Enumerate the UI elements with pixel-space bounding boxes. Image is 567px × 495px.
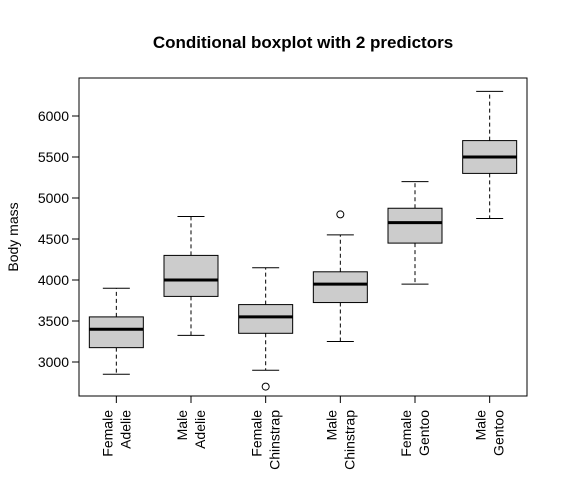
x-axis: Female Adelie Male Adelie Female Chinstrap Mal…: [99, 395, 507, 470]
x-tick-label-line: Male: [174, 410, 190, 441]
x-tick-label: Female Chinstrap: [249, 410, 283, 470]
iqr-box: [387, 207, 443, 244]
chart-title: Conditional boxplot with 2 predictors: [153, 33, 453, 52]
x-tick-label-line: Gentoo: [416, 410, 432, 456]
x-tick-label-line: Adelie: [117, 410, 133, 449]
box-group: [462, 90, 518, 219]
y-axis: 3000 3500 4000 4500 5000 5500 6000: [38, 108, 80, 370]
y-tick-label: 5000: [38, 190, 69, 206]
y-tick-label: 4500: [38, 231, 69, 247]
y-tick-label: 3500: [38, 313, 69, 329]
x-tick-label-line: Male: [473, 410, 489, 441]
x-tick-label-line: Chinstrap: [341, 410, 357, 470]
plot-frame: [78, 77, 528, 397]
x-tick-label-line: Gentoo: [491, 410, 507, 456]
boxes: [88, 90, 518, 391]
outlier-point: [336, 210, 345, 219]
iqr-box: [163, 254, 219, 297]
iqr-box: [88, 316, 144, 349]
x-tick-label: Female Adelie: [99, 410, 133, 457]
x-tick-label-line: Female: [398, 410, 414, 457]
y-axis-label: Body mass: [5, 202, 21, 271]
x-tick-label-line: Chinstrap: [267, 410, 283, 470]
y-tick-label: 4000: [38, 272, 69, 288]
x-tick-label-line: Female: [249, 410, 265, 457]
x-tick-label: Male Adelie: [174, 410, 208, 449]
iqr-box: [312, 271, 368, 304]
box-group: [238, 267, 294, 391]
x-tick-label-line: Male: [323, 410, 339, 441]
box-group: [88, 287, 144, 375]
box-group: [312, 210, 368, 342]
box-group: [387, 181, 443, 285]
x-tick-label-line: Adelie: [192, 410, 208, 449]
x-tick-label: Male Chinstrap: [323, 410, 357, 470]
x-tick-label: Male Gentoo: [473, 410, 507, 456]
y-tick-label: 6000: [38, 108, 69, 124]
iqr-box: [238, 304, 294, 334]
y-tick-label: 3000: [38, 354, 69, 370]
x-tick-label-line: Female: [99, 410, 115, 457]
y-tick-label: 5500: [38, 149, 69, 165]
box-group: [163, 215, 219, 336]
x-tick-label: Female Gentoo: [398, 410, 432, 457]
outlier-point: [261, 382, 270, 391]
